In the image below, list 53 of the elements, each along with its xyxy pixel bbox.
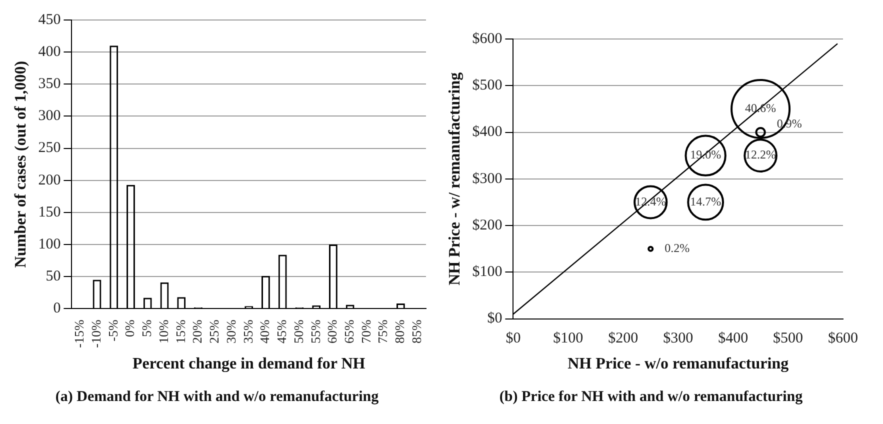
x-tick-label: 25% [206,319,222,344]
x-tick-label: 70% [358,319,374,344]
x-tick-label: 40% [257,319,272,344]
y-tick-label: 100 [38,236,61,252]
x-tick-label: 15% [172,319,188,344]
x-tick-label: $500 [773,330,804,347]
x-tick-label: $100 [553,330,584,347]
x-tick-label: 60% [324,319,340,344]
text: (b) Price for NH with and w/o remanufacturing [499,388,804,405]
x-tick-label: 75% [375,319,390,344]
y-tick-label: $200 [472,217,502,234]
x-tick-label: 65% [342,319,356,344]
data-label: 14.7% [690,194,722,208]
data-label: 12.2% [745,148,776,162]
x-tick-label: $600 [828,330,858,347]
x-tick-label: 5% [139,319,154,337]
x-tick-label: $400 [718,330,748,347]
x-tick-label: 50% [290,319,306,344]
x-tick-label: 80% [392,319,408,344]
x-tick-label: 55% [308,319,323,344]
y-tick-label: $600 [472,30,502,47]
data-label: 0.2% [664,241,690,256]
x-tick-label: 0% [122,319,138,337]
y-axis-title: NH Price - w/ remanufacturing [446,72,464,286]
x-tick-label: 35% [240,319,256,344]
y-tick-label: $400 [472,124,502,140]
y-tick-label: 300 [38,108,61,124]
x-tick-label: 30% [223,319,238,344]
y-tick-label: 200 [38,172,61,188]
y-tick-label: 150 [38,204,61,220]
x-tick-label: 20% [190,319,205,344]
x-tick-label: -15% [72,319,87,348]
text: (a) Demand for NH with and w/o remanufacturing [55,388,380,405]
y-tick-label: $300 [472,170,502,187]
y-tick-label: 400 [38,44,61,60]
x-tick-label: -5% [105,319,120,342]
x-tick-label: 85% [408,319,424,344]
y-tick-label: 0 [53,300,61,317]
y-tick-label: $500 [472,78,502,94]
x-axis-title: Percent change in demand for NH [132,356,366,373]
y-tick-label: 350 [38,76,61,92]
x-tick-label: $200 [608,330,638,347]
x-tick-label: $0 [506,330,521,347]
y-tick-label: 450 [38,12,61,28]
x-tick-label: 10% [156,319,171,344]
y-tick-label: $100 [472,264,502,280]
x-axis-title: NH Price - w/o remanufacturing [568,356,789,373]
y-tick-label: 250 [38,140,61,156]
x-tick-label: -10% [88,319,104,348]
y-tick-label: 50 [46,268,61,285]
x-tick-label: $300 [663,330,694,347]
x-tick-label: 45% [274,319,290,344]
y-axis-title: Number of cases (out of 1,000) [12,60,30,268]
